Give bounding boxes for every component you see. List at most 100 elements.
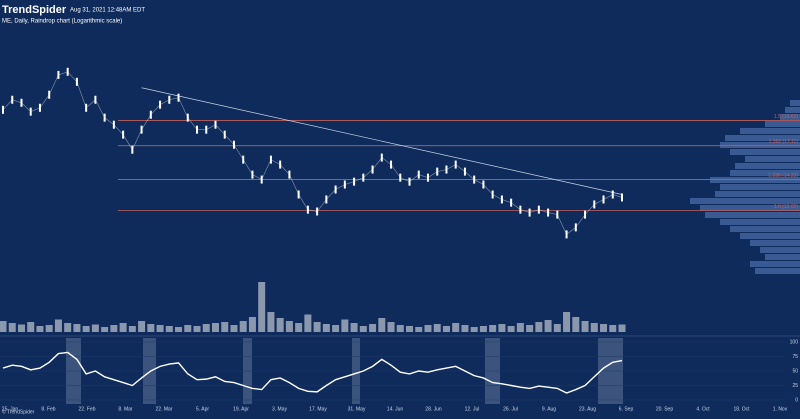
price-drop [251,170,254,179]
price-drop [399,173,402,182]
footer: © TrendSpider [2,408,35,415]
price-drop [390,160,393,169]
volume-bar [73,324,81,332]
volume-profile-bar [740,233,800,239]
volume-bar [378,318,386,332]
price-drop [196,125,199,134]
volume-bar [322,324,330,332]
volume-bar [581,321,589,332]
price-drop [556,210,559,219]
volume-profile-bar [750,240,800,246]
price-drop [131,145,134,154]
price-drop [565,230,568,239]
x-tick-label: 5. Apr [196,406,209,412]
volume-profile-bar [750,261,800,267]
x-tick-label: 14. Jun [387,406,404,412]
volume-profile-bar [690,198,800,204]
volume-bar [239,321,247,332]
price-drop [602,195,605,204]
volume-bar [193,326,201,332]
volume-bar [128,326,136,332]
volume-bar [147,324,155,332]
osc-tick-label: 100 [790,339,799,345]
fib-label: 1.236 (14.23) [768,173,798,179]
volume-profile-bar [715,191,800,197]
volume-bar [479,326,487,332]
price-drop [85,103,88,112]
volume-bar [563,312,571,332]
volume-bar [138,321,146,332]
x-tick-label: 19. Apr [233,406,249,412]
volume-bar [82,326,90,332]
price-drop [57,70,60,79]
volume-bar [553,324,561,332]
volume-profile-bar [710,177,800,183]
volume-profile-bar [705,212,800,218]
x-tick-label: 22. Feb [79,406,96,412]
volume-profile-bar [755,268,800,274]
price-drop [445,165,448,174]
volume-bar [267,312,275,332]
volume-profile-bar [740,128,800,134]
price-drop [584,210,587,219]
volume-profile-bar [745,156,800,162]
volume-bar [396,325,404,332]
price-drop [454,160,457,169]
price-drop [621,193,623,202]
volume-profile-bar [730,226,800,232]
price-drop [122,130,125,139]
volume-bar [489,325,497,332]
x-tick-label: 9. Aug [542,406,556,412]
volume-bar [295,323,303,332]
osc-tick-label: 0 [795,397,798,403]
price-drop [269,155,272,164]
price-drop [103,113,106,122]
price-drop [463,167,466,176]
price-drop [242,155,245,164]
volume-bar [535,322,543,332]
volume-bar [17,324,25,332]
price-drop [11,95,14,104]
volume-bar [516,323,524,332]
price-drop [48,90,51,99]
fib-label: 1.5 (19.62) [774,114,799,120]
volume-bar [91,324,99,332]
volume-profile-bar [780,114,800,120]
price-drop [362,173,365,182]
price-drop [491,190,494,199]
volume-bar [36,326,44,332]
price-drop [75,77,78,86]
volume-profile-bar [730,170,800,176]
price-drop [408,177,411,186]
volume-profile-bar [765,121,800,127]
volume-profile-bar [725,135,800,141]
volume-bar [507,326,515,332]
volume-bar [433,324,441,332]
volume-bar [313,322,321,332]
volume-profile-bar [735,163,800,169]
x-tick-label: 4. Oct [696,406,710,412]
volume-bar [27,322,35,332]
volume-profile-bar [720,142,800,148]
volume-bar [0,321,7,332]
volume-bar [406,326,414,332]
volume-bar [276,318,284,332]
volume-bar [211,323,219,332]
volume-bar [341,319,349,332]
price-drop [426,173,429,182]
trendline [141,87,623,195]
price-drop [316,207,319,216]
x-tick-label: 20. Sep [656,406,673,412]
volume-bar [359,326,367,332]
price-drop [260,175,263,184]
volume-bar [590,323,598,332]
volume-bar [544,320,552,332]
volume-bar [184,325,192,332]
price-drop [223,130,226,139]
volume-bar [156,325,164,332]
volume-bar [526,325,534,332]
x-tick-label: 18. Oct [733,406,750,412]
volume-bar [332,325,340,332]
osc-tick-label: 75 [792,354,798,360]
